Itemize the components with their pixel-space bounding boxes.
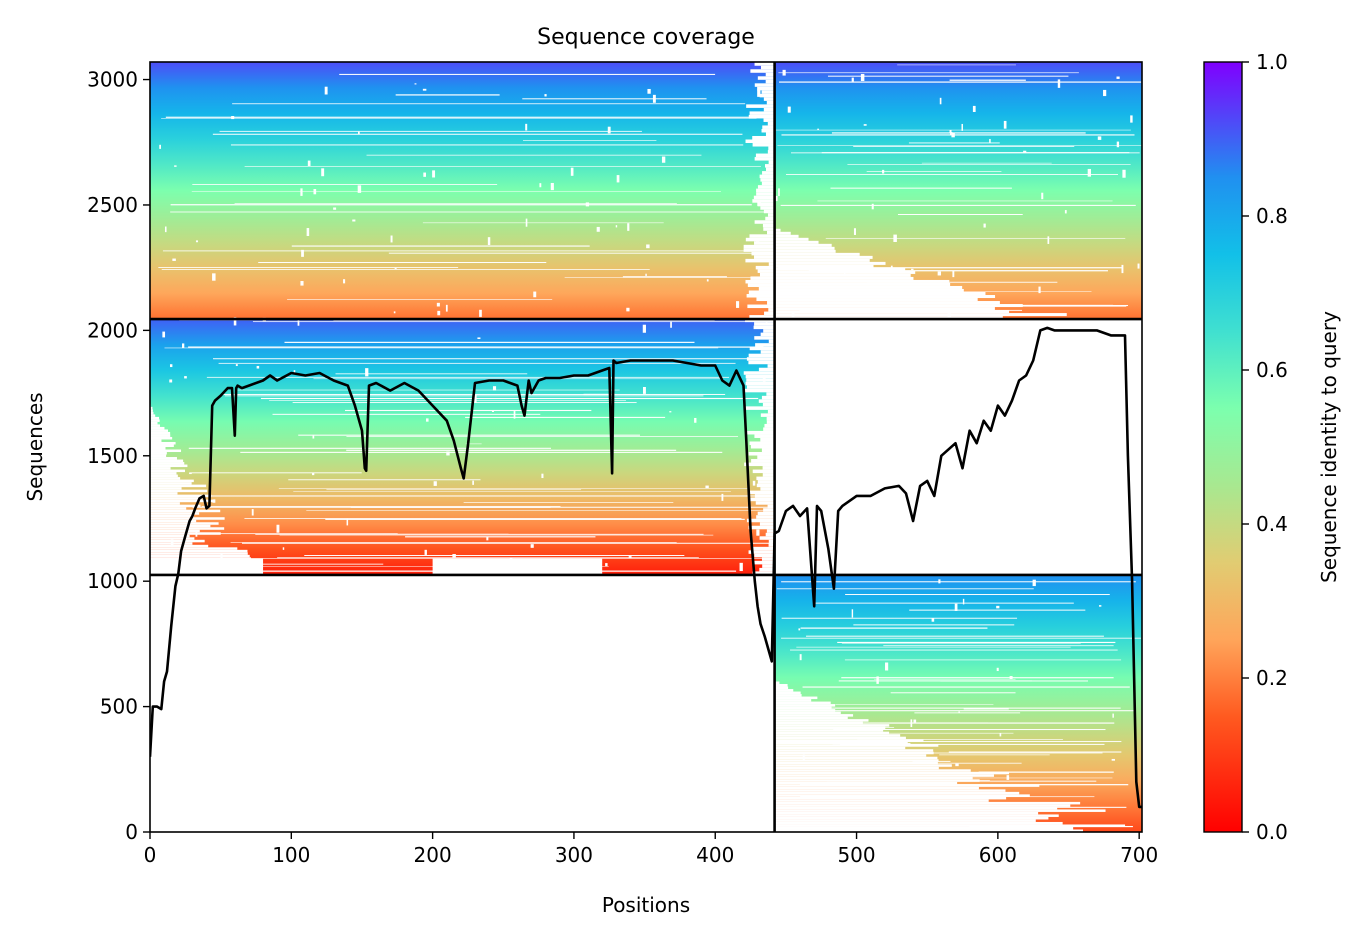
colorbar — [1203, 61, 1243, 833]
y-tick-label: 2500 — [87, 193, 138, 217]
x-tick-label: 100 — [272, 843, 310, 867]
y-tick-label: 1500 — [87, 444, 138, 468]
heatmap-streaks — [150, 62, 1142, 832]
y-tick-label: 0 — [125, 820, 138, 844]
x-axis-ticks: 0 100 200 300 400 500 600 700 — [144, 832, 1158, 867]
x-tick-label: 500 — [837, 843, 875, 867]
colorbar-ticks: 0.0 0.2 0.4 0.6 0.8 1.0 — [1242, 50, 1288, 844]
colorbar-tick-label: 0.4 — [1256, 512, 1288, 536]
plot-frame — [149, 61, 1143, 833]
x-tick-label: 600 — [979, 843, 1017, 867]
chart-title: Sequence coverage — [537, 25, 755, 50]
y-axis-label: Sequences — [23, 392, 47, 501]
y-tick-label: 3000 — [87, 68, 138, 92]
colorbar-tick-label: 1.0 — [1256, 50, 1288, 74]
y-axis-ticks: 0 500 1000 1500 2000 2500 3000 — [87, 68, 150, 844]
y-tick-label: 1000 — [87, 569, 138, 593]
coverage-line — [150, 326, 1142, 809]
colorbar-tick-label: 0.2 — [1256, 666, 1288, 690]
heatmap-blocks — [150, 62, 1142, 832]
colorbar-tick-label: 0.6 — [1256, 358, 1288, 382]
x-tick-label: 400 — [696, 843, 734, 867]
x-axis-label: Positions — [602, 893, 690, 917]
y-tick-label: 2000 — [87, 318, 138, 342]
colorbar-tick-label: 0.0 — [1256, 820, 1288, 844]
colorbar-tick-label: 0.8 — [1256, 204, 1288, 228]
y-tick-label: 500 — [100, 695, 138, 719]
x-tick-label: 700 — [1120, 843, 1158, 867]
x-tick-label: 300 — [555, 843, 593, 867]
x-tick-label: 0 — [144, 843, 157, 867]
block-top — [150, 62, 775, 320]
x-tick-label: 200 — [414, 843, 452, 867]
colorbar-label: Sequence identity to query — [1317, 311, 1341, 583]
block-dividers — [150, 62, 1142, 832]
